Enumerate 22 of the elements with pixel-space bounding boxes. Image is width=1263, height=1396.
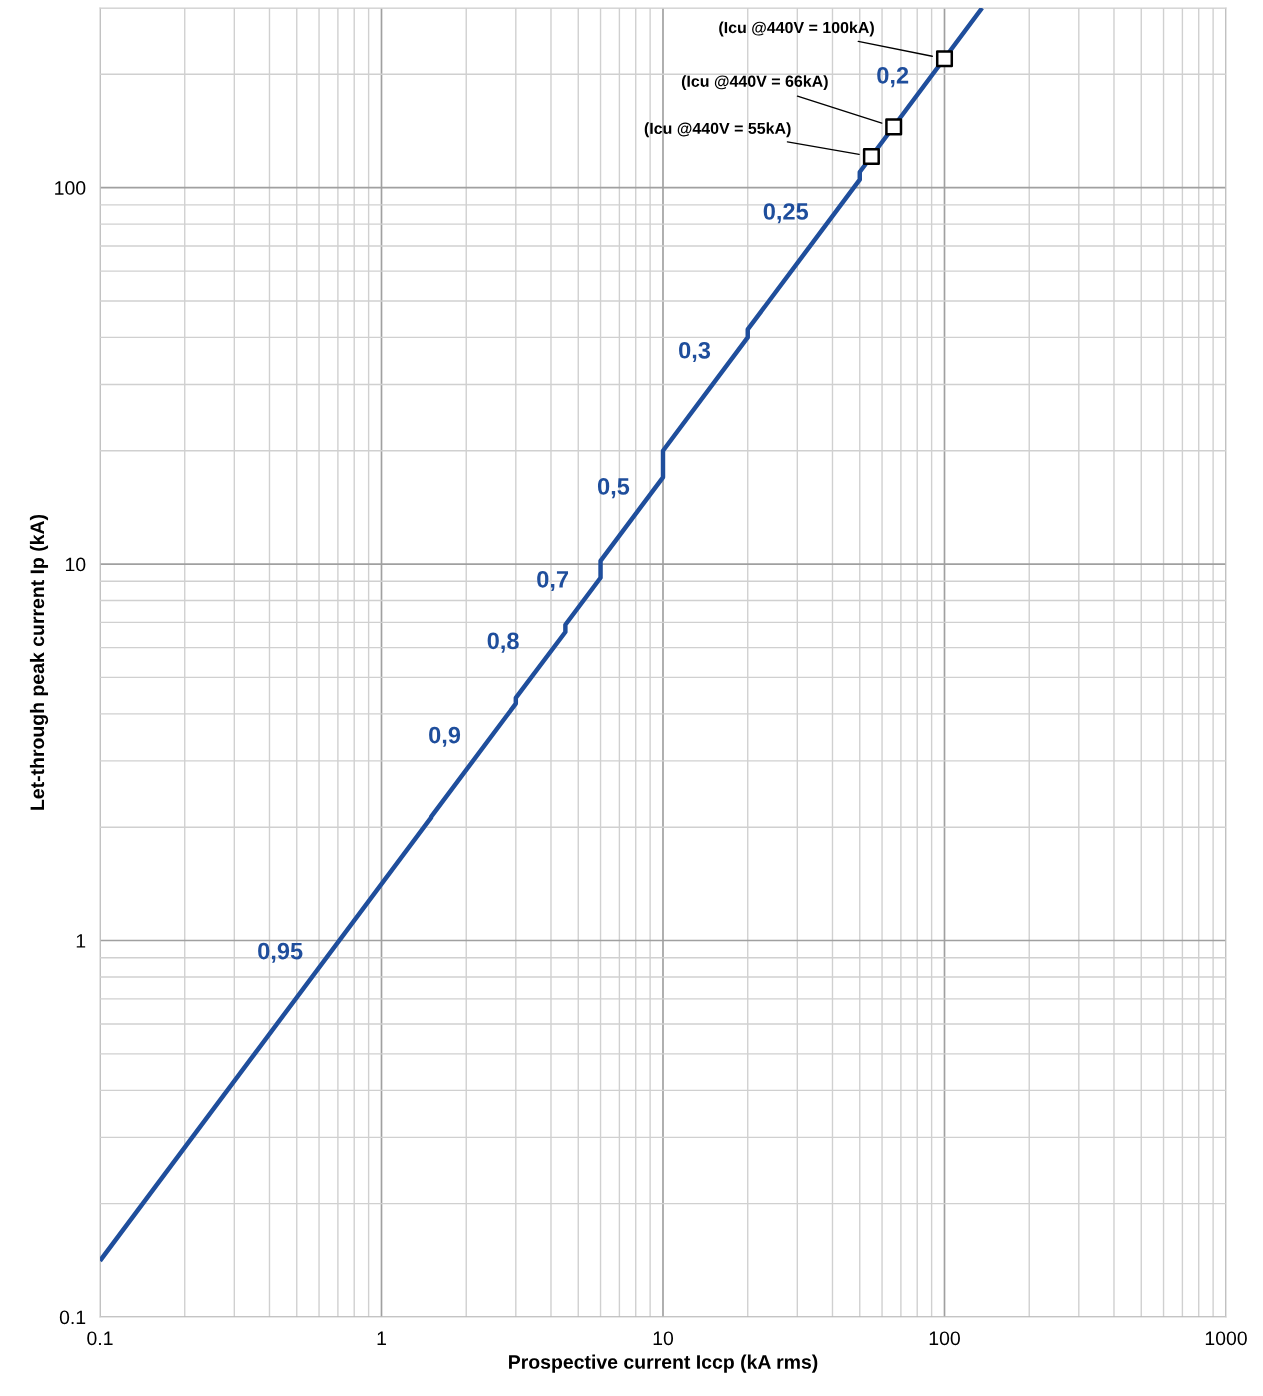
x-tick-label: 1 <box>377 1331 386 1345</box>
annotation: 0,25 <box>763 203 809 224</box>
annotation: 0,5 <box>597 478 630 499</box>
annotation: 0,7 <box>537 570 569 592</box>
y-axis-title: Let-through peak current Ip (kA) <box>29 514 49 810</box>
x-axis-title: Prospective current Iccp (kA rms) <box>509 1354 818 1373</box>
y-tick-label: 0.1 <box>59 1310 86 1325</box>
x-tick-label: 100 <box>929 1331 960 1346</box>
y-tick-label: 100 <box>55 181 86 195</box>
annotation: 0,3 <box>679 341 711 363</box>
annotation: 0,2 <box>877 67 909 88</box>
x-tick-label: 0.1 <box>87 1331 113 1346</box>
y-tick-label: 10 <box>65 557 86 572</box>
x-tick-label: 1000 <box>1205 1331 1247 1346</box>
annotation: 0,8 <box>487 632 519 653</box>
annotation: 0,9 <box>429 726 461 747</box>
annotation: (Icu @440V = 55kA) <box>644 122 791 138</box>
annotation: 0,95 <box>258 942 303 963</box>
annotation: (Icu @440V = 100kA) <box>719 21 874 37</box>
x-tick-label: 10 <box>653 1331 674 1346</box>
y-tick-label: 1 <box>76 934 86 948</box>
annotation: (Icu @440V = 66kA) <box>681 75 828 91</box>
